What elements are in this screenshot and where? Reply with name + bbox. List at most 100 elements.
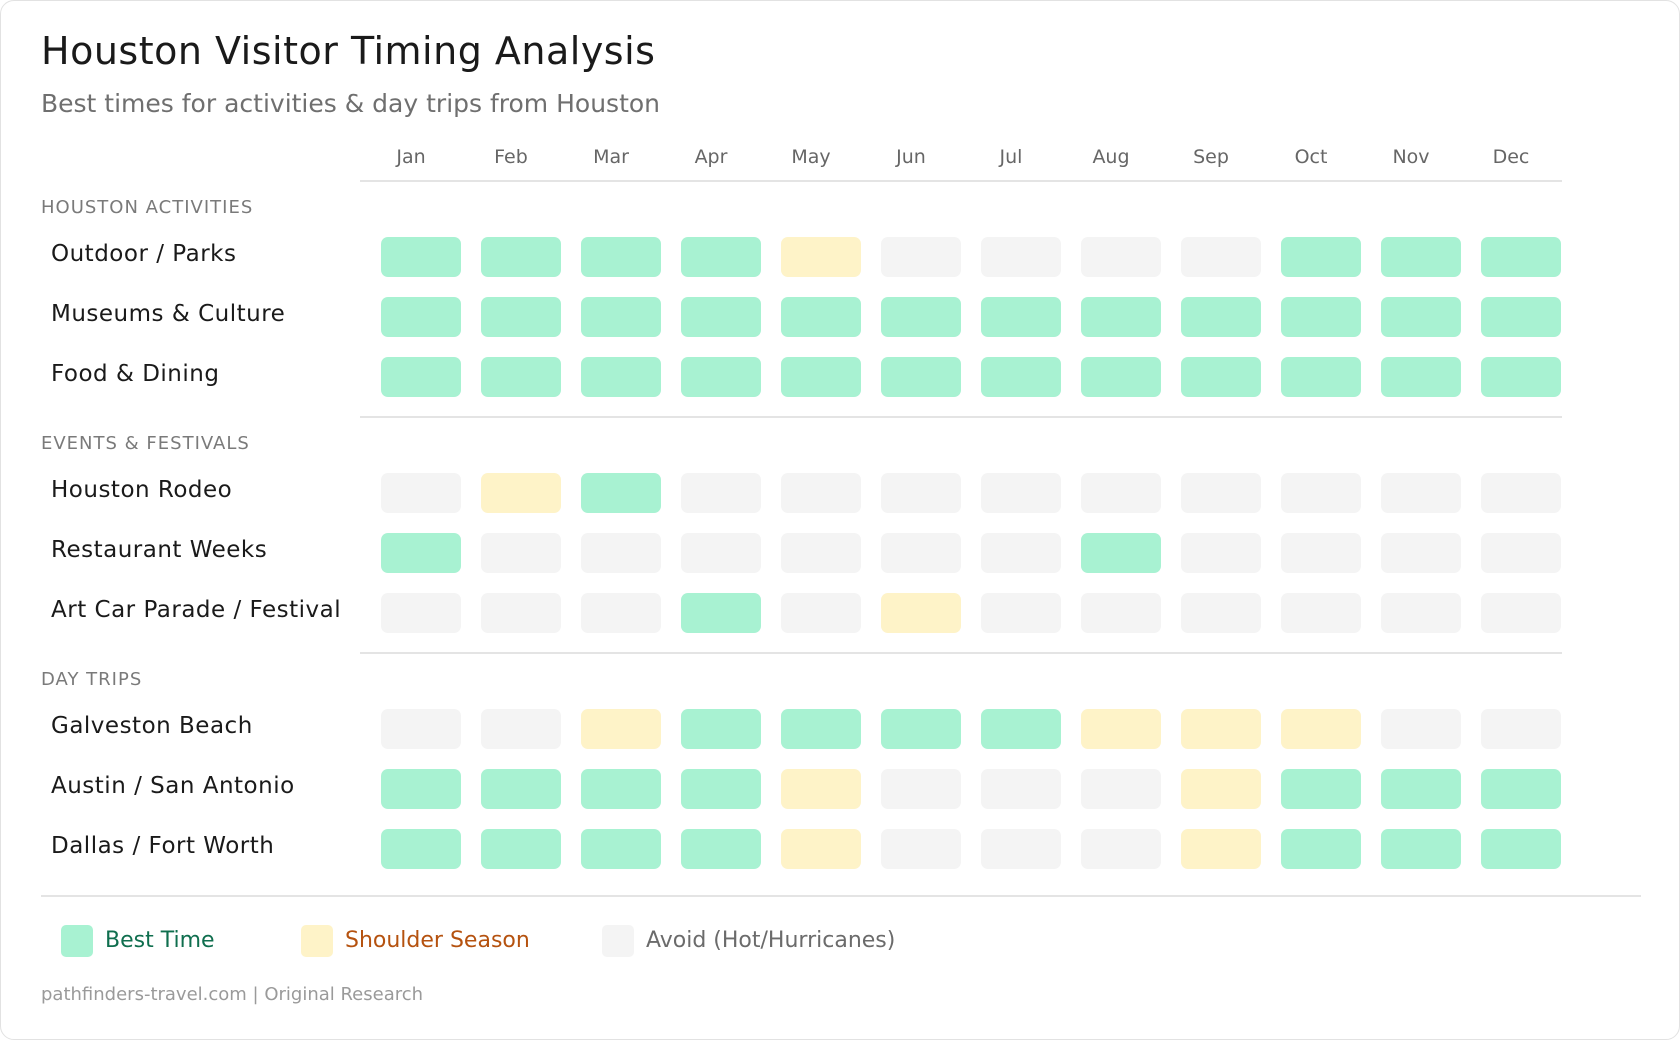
row-label: Galveston Beach	[51, 713, 253, 739]
legend-label-shoulder: Shoulder Season	[345, 928, 530, 953]
timing-cell-best	[481, 769, 561, 809]
timing-cell-avoid	[981, 533, 1061, 573]
timing-cell-best	[1381, 829, 1461, 869]
timing-cell-best	[881, 709, 961, 749]
row-label: Outdoor / Parks	[51, 241, 237, 267]
timing-cell-avoid	[881, 769, 961, 809]
section-label: EVENTS & FESTIVALS	[41, 433, 250, 454]
timing-cell-best	[481, 237, 561, 277]
timing-cell-best	[381, 533, 461, 573]
section-label: DAY TRIPS	[41, 669, 143, 690]
timing-cell-avoid	[581, 533, 661, 573]
timing-cell-best	[1381, 237, 1461, 277]
timing-cell-shoulder	[581, 709, 661, 749]
timing-cell-best	[1281, 829, 1361, 869]
timing-cell-avoid	[1381, 473, 1461, 513]
timing-cell-avoid	[1081, 593, 1161, 633]
timing-cell-avoid	[781, 473, 861, 513]
timing-cell-avoid	[381, 709, 461, 749]
timing-cell-best	[581, 829, 661, 869]
row-label: Houston Rodeo	[51, 477, 233, 503]
timing-cell-best	[981, 357, 1061, 397]
row-label: Austin / San Antonio	[51, 773, 295, 799]
timing-cell-best	[381, 769, 461, 809]
chart-subtitle: Best times for activities & day trips fr…	[41, 89, 661, 118]
section-divider	[360, 652, 1562, 654]
legend-label-avoid: Avoid (Hot/Hurricanes)	[646, 928, 896, 953]
legend-divider	[41, 895, 1641, 897]
timing-cell-shoulder	[1181, 829, 1261, 869]
timing-cell-avoid	[881, 237, 961, 277]
timing-cell-avoid	[1281, 533, 1361, 573]
timing-cell-best	[1481, 237, 1561, 277]
timing-cell-best	[681, 297, 761, 337]
timing-cell-best	[1181, 297, 1261, 337]
timing-cell-avoid	[1481, 593, 1561, 633]
timing-cell-shoulder	[881, 593, 961, 633]
timing-cell-shoulder	[781, 769, 861, 809]
chart-title: Houston Visitor Timing Analysis	[41, 29, 656, 73]
timing-cell-shoulder	[1081, 709, 1161, 749]
timing-cell-best	[681, 593, 761, 633]
timing-cell-best	[1281, 297, 1361, 337]
timing-cell-avoid	[781, 533, 861, 573]
timing-cell-best	[481, 357, 561, 397]
timing-cell-best	[681, 237, 761, 277]
timing-cell-best	[781, 709, 861, 749]
month-label: Sep	[1193, 146, 1229, 168]
timing-cell-shoulder	[781, 829, 861, 869]
timing-cell-best	[981, 297, 1061, 337]
timing-cell-avoid	[781, 593, 861, 633]
timing-cell-best	[1081, 533, 1161, 573]
timing-cell-best	[881, 357, 961, 397]
timing-cell-best	[481, 297, 561, 337]
footer-credit: pathfinders-travel.com | Original Resear…	[41, 984, 424, 1005]
timing-cell-avoid	[581, 593, 661, 633]
timing-cell-avoid	[681, 533, 761, 573]
timing-cell-avoid	[1481, 473, 1561, 513]
timing-cell-best	[781, 357, 861, 397]
timing-cell-avoid	[1381, 709, 1461, 749]
timing-cell-best	[1281, 769, 1361, 809]
legend-swatch-shoulder	[301, 925, 333, 957]
row-label: Restaurant Weeks	[51, 537, 268, 563]
timing-cell-best	[681, 357, 761, 397]
timing-cell-best	[681, 709, 761, 749]
timing-cell-best	[1481, 297, 1561, 337]
timing-cell-best	[1481, 769, 1561, 809]
timing-cell-best	[1081, 357, 1161, 397]
timing-cell-avoid	[1081, 829, 1161, 869]
timing-cell-shoulder	[481, 473, 561, 513]
row-label: Dallas / Fort Worth	[51, 833, 275, 859]
month-label: Mar	[593, 146, 629, 168]
legend-swatch-avoid	[602, 925, 634, 957]
timing-cell-best	[681, 829, 761, 869]
timing-cell-best	[781, 297, 861, 337]
month-label: Apr	[694, 146, 728, 168]
timing-cell-avoid	[981, 829, 1061, 869]
timing-cell-avoid	[481, 533, 561, 573]
month-label: May	[791, 146, 831, 168]
timing-cell-avoid	[1481, 533, 1561, 573]
timing-cell-avoid	[1481, 709, 1561, 749]
timing-cell-avoid	[981, 473, 1061, 513]
month-label: Feb	[494, 146, 528, 168]
timing-cell-avoid	[1381, 593, 1461, 633]
timing-cell-best	[981, 709, 1061, 749]
timing-cell-shoulder	[781, 237, 861, 277]
section-label: HOUSTON ACTIVITIES	[41, 197, 254, 218]
timing-cell-avoid	[1281, 473, 1361, 513]
timing-cell-shoulder	[1181, 769, 1261, 809]
timing-cell-avoid	[981, 593, 1061, 633]
legend-swatch-best	[61, 925, 93, 957]
legend-label-best: Best Time	[105, 928, 215, 953]
timing-cell-avoid	[1081, 237, 1161, 277]
month-label: Oct	[1294, 146, 1328, 168]
timing-cell-avoid	[681, 473, 761, 513]
timing-cell-best	[1281, 357, 1361, 397]
timing-cell-shoulder	[1281, 709, 1361, 749]
timing-cell-avoid	[981, 769, 1061, 809]
timing-cell-best	[1381, 769, 1461, 809]
month-label: Nov	[1392, 146, 1430, 168]
